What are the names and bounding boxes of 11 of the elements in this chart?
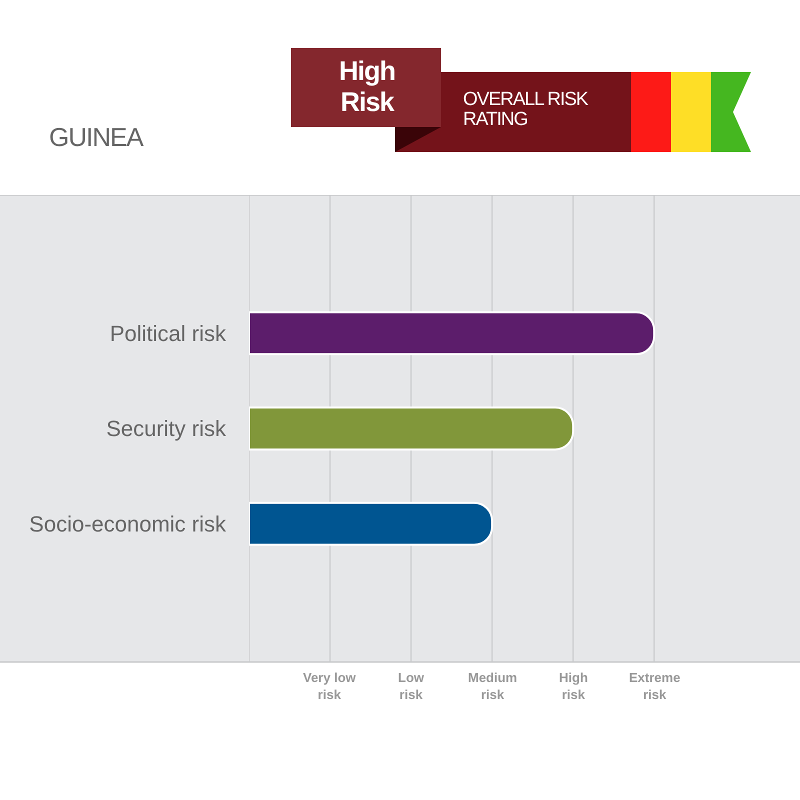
text: OVERALL RISK RATING <box>463 89 590 130</box>
text: High risk <box>559 670 588 702</box>
y-tick-label: Security risk <box>106 416 227 442</box>
text: Extreme risk <box>629 670 680 702</box>
chart-title: GUINEA <box>49 122 143 153</box>
y-tick-label: Political risk <box>110 320 227 346</box>
text: Medium risk <box>468 670 518 702</box>
text: High Risk <box>338 56 396 118</box>
y-tick-label: Socio-economic risk <box>29 512 227 537</box>
text: Low risk <box>398 670 425 702</box>
text: Very low risk <box>303 670 357 702</box>
